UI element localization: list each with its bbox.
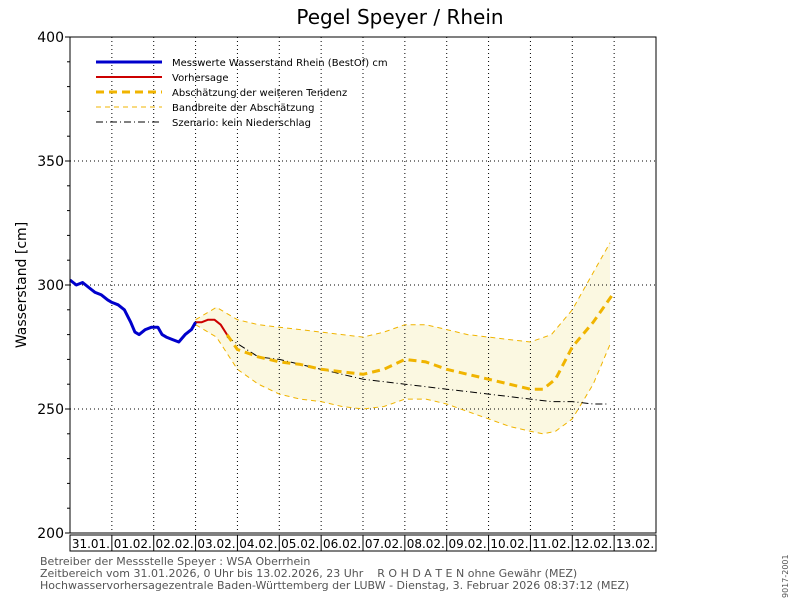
x-tick-label: 09.02.	[449, 537, 487, 551]
series-line-solid	[195, 318, 228, 336]
y-tick-label: 300	[37, 278, 64, 294]
y-axis-label: Wasserstand [cm]	[14, 222, 30, 348]
x-tick-label: 10.02.	[490, 537, 528, 551]
series-line-solid-thick	[69, 278, 197, 344]
y-tick-label: 200	[37, 526, 64, 542]
grid-layer	[70, 37, 656, 533]
footer-provider: Hochwasservorhersagezentrale Baden-Württ…	[40, 579, 630, 592]
chart-title: Pegel Speyer / Rhein	[296, 5, 503, 29]
footer-operator: Betreiber der Messstelle Speyer : WSA Ob…	[40, 555, 311, 568]
legend-label: Messwerte Wasserstand Rhein (BestOf) cm	[172, 58, 388, 69]
x-tick-label: 13.02.	[616, 537, 654, 551]
legend-label: Szenario: kein Niederschlag	[172, 118, 311, 129]
x-axis-ticks: 31.01. 01.02. 02.02. 03.02. 04.02. 05.02. 06.0…	[72, 535, 654, 551]
legend-label: Bandbreite der Abschätzung	[172, 103, 314, 114]
x-tick-label: 05.02.	[281, 537, 319, 551]
x-tick-label: 07.02.	[365, 537, 403, 551]
band-fill-area	[195, 242, 610, 434]
side-id: 9017-2001	[781, 554, 790, 598]
x-tick-label: 12.02.	[574, 537, 612, 551]
legend: Messwerte Wasserstand Rhein (BestOf) cm V…	[96, 58, 388, 129]
x-tick-label: 11.02.	[532, 537, 570, 551]
x-tick-label: 03.02.	[197, 537, 235, 551]
x-tick-label: 06.02.	[323, 537, 361, 551]
series-line-dashed-thin	[195, 324, 611, 435]
x-tick-label: 02.02.	[156, 537, 194, 551]
x-tick-label: 04.02.	[239, 537, 277, 551]
legend-label: Abschätzung der weiteren Tendenz	[172, 88, 347, 99]
series-line-dashed-thick	[225, 291, 616, 391]
y-tick-label: 400	[37, 30, 64, 46]
x-tick-label: 08.02.	[407, 537, 445, 551]
legend-label: Vorhersage	[172, 73, 229, 84]
y-axis-ticks: 200 250 300 350 400	[37, 30, 70, 542]
x-tick-label: 01.02.	[114, 537, 152, 551]
x-tick-label: 31.01.	[72, 537, 110, 551]
y-tick-label: 250	[37, 402, 64, 418]
series-layer	[69, 242, 616, 435]
footer-time-range: Zeitbereich vom 31.01.2026, 0 Uhr bis 13…	[40, 567, 578, 580]
series-line-dashed-thin	[195, 242, 611, 343]
y-tick-label: 350	[37, 154, 64, 170]
band-fill-layer	[195, 242, 610, 434]
